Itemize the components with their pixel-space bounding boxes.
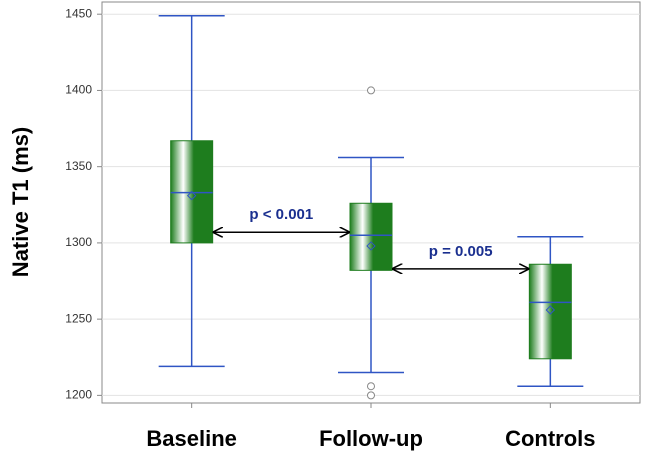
x-tick-label: Controls [505, 426, 595, 451]
x-tick-label: Baseline [146, 426, 237, 451]
y-axis-label: Native T1 (ms) [8, 127, 33, 277]
annotation: p = 0.005 [429, 243, 493, 260]
mean [186, 190, 197, 201]
x-tick-label: Follow-up [319, 426, 423, 451]
y-tick-label: 1200 [65, 388, 92, 402]
annotation: p < 0.001 [249, 206, 313, 223]
y-tick-label: 1250 [65, 311, 92, 325]
y-tick-label: 1400 [65, 83, 92, 97]
mean [366, 241, 376, 251]
box [528, 263, 572, 360]
y-tick-label: 1300 [65, 235, 92, 249]
box [349, 202, 393, 271]
outlier [367, 382, 375, 391]
outlier [367, 391, 375, 400]
y-tick-label: 1450 [65, 6, 92, 20]
mean [545, 305, 556, 315]
y-tick-label: 1350 [65, 159, 92, 173]
outlier [367, 86, 375, 95]
